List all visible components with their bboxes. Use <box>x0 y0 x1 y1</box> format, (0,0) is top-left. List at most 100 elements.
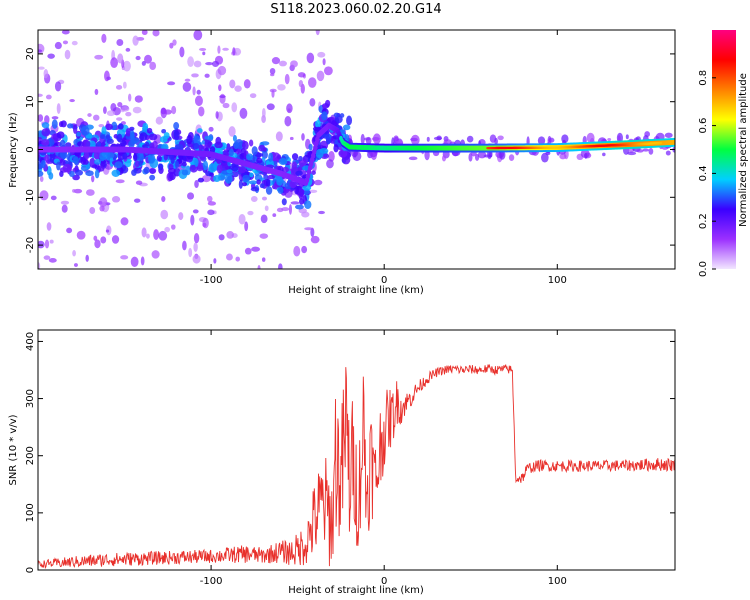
spectral-band-blob <box>104 123 114 131</box>
spectral-noise-blob <box>301 211 310 218</box>
spectral-band-blob <box>196 164 204 172</box>
spectral-noise-blob <box>169 42 174 49</box>
spectral-noise-blob <box>61 30 70 35</box>
y-tick-label: 300 <box>25 389 36 408</box>
spectral-noise-blob <box>160 209 169 220</box>
spectral-noise-blob <box>240 269 247 274</box>
spectral-noise-blob <box>117 101 123 108</box>
colorbar-tick-label: 0.6 <box>698 118 709 134</box>
spectral-noise-blob <box>56 103 61 115</box>
spectral-noise-blob <box>193 60 202 68</box>
snr-x-label: Height of straight line (km) <box>288 585 424 596</box>
spectral-noise-blob <box>247 210 254 216</box>
x-tick-label: 0 <box>381 275 387 286</box>
spectral-noise-blob <box>133 198 141 203</box>
spectral-noise-blob <box>202 51 206 56</box>
spectral-band-blob <box>62 163 72 173</box>
spectral-band-blob <box>76 131 82 137</box>
spectral-noise-blob <box>234 85 242 92</box>
spectral-noise-blob <box>199 47 207 51</box>
spectral-noise-blob <box>191 73 199 78</box>
figure-title: S118.2023.060.02.20.G14 <box>270 2 441 17</box>
spectral-noise-blob <box>187 192 195 200</box>
spectral-band-blob <box>193 135 201 145</box>
spectral-band-blob <box>238 179 243 189</box>
spectral-noise-blob <box>72 250 76 257</box>
spectral-noise-blob <box>38 240 45 249</box>
spectral-noise-blob <box>72 189 76 193</box>
spectral-band-blob <box>346 115 353 126</box>
spectral-noise-blob <box>135 180 143 185</box>
spectral-band-blob <box>93 150 100 160</box>
spectral-band-blob <box>48 172 54 180</box>
spectral-band-blob <box>242 174 251 180</box>
spectral-band-blob <box>251 146 258 156</box>
spectral-noise-blob <box>243 79 251 89</box>
spectral-band-blob <box>250 186 259 192</box>
spectral-band-blob <box>65 142 72 148</box>
colorbar-label: Normalized spectral amplitude <box>738 73 749 227</box>
spectral-noise-blob <box>284 116 292 127</box>
spectral-noise-blob <box>306 52 315 64</box>
spectral-band-blob <box>291 153 299 161</box>
spectral-noise-blob <box>38 49 43 53</box>
spectral-noise-blob <box>141 227 147 238</box>
spectral-band-blob <box>258 144 266 152</box>
spectral-noise-blob <box>644 131 650 138</box>
spectral-noise-blob <box>71 40 78 46</box>
spectral-noise-blob <box>259 233 269 239</box>
spectral-band-blob <box>295 170 303 176</box>
spectral-noise-blob <box>266 103 275 111</box>
spectral-band-blob <box>208 163 217 173</box>
spectral-noise-blob <box>352 151 362 162</box>
spectral-band-blob <box>89 157 96 168</box>
spectral-noise-blob <box>424 150 430 161</box>
spectral-band-blob <box>51 119 58 129</box>
spectral-band-blob <box>80 125 90 136</box>
spectral-band-blob <box>59 139 66 149</box>
spectral-noise-blob <box>193 30 203 41</box>
spectral-noise-blob <box>410 134 420 146</box>
spectral-noise-blob <box>393 135 399 142</box>
spectral-noise-blob <box>98 124 105 128</box>
spectral-band-blob <box>299 198 304 205</box>
snr-marks <box>38 363 675 569</box>
spectrogram-y-axis: -20 -10 0 10 20 <box>25 48 675 253</box>
x-tick-label: 0 <box>381 576 387 587</box>
spectral-band-blob <box>41 138 50 146</box>
spectral-noise-blob <box>94 54 104 60</box>
spectral-noise-blob <box>195 270 204 273</box>
spectral-band-blob <box>202 160 209 171</box>
spectral-band-blob <box>56 161 61 171</box>
spectral-noise-blob <box>289 136 294 141</box>
spectral-noise-blob <box>43 69 49 79</box>
spectral-noise-blob <box>309 98 316 107</box>
spectral-noise-blob <box>44 115 50 125</box>
spectral-band-blob <box>294 185 300 195</box>
spectral-noise-blob <box>171 105 177 115</box>
spectral-band-blob <box>60 120 67 128</box>
spectral-noise-blob <box>217 45 221 54</box>
spectral-band-blob <box>298 156 303 161</box>
spectral-noise-blob <box>91 175 95 183</box>
spectral-noise-blob <box>218 234 225 241</box>
spectral-noise-blob <box>47 53 55 59</box>
spectral-band-blob <box>129 128 135 139</box>
spectral-band-blob <box>138 160 143 166</box>
spectral-band-blob <box>204 135 214 141</box>
spectral-noise-blob <box>50 195 57 201</box>
spectral-noise-blob <box>193 233 200 244</box>
spectral-band-blob <box>197 177 205 183</box>
spectral-noise-blob <box>171 224 176 230</box>
spectral-noise-blob <box>508 154 515 162</box>
spectral-band-blob <box>181 161 187 167</box>
spectral-noise-blob <box>111 195 121 203</box>
spectral-band-blob <box>133 153 138 162</box>
spectral-band-blob <box>169 171 176 181</box>
spectrogram-x-axis: -100 0 100 <box>200 30 567 286</box>
spectral-noise-blob <box>212 60 220 68</box>
spectral-noise-blob <box>89 207 96 214</box>
spectral-noise-blob <box>51 116 59 120</box>
spectral-noise-blob <box>115 179 125 184</box>
spectral-band-blob <box>246 153 254 161</box>
